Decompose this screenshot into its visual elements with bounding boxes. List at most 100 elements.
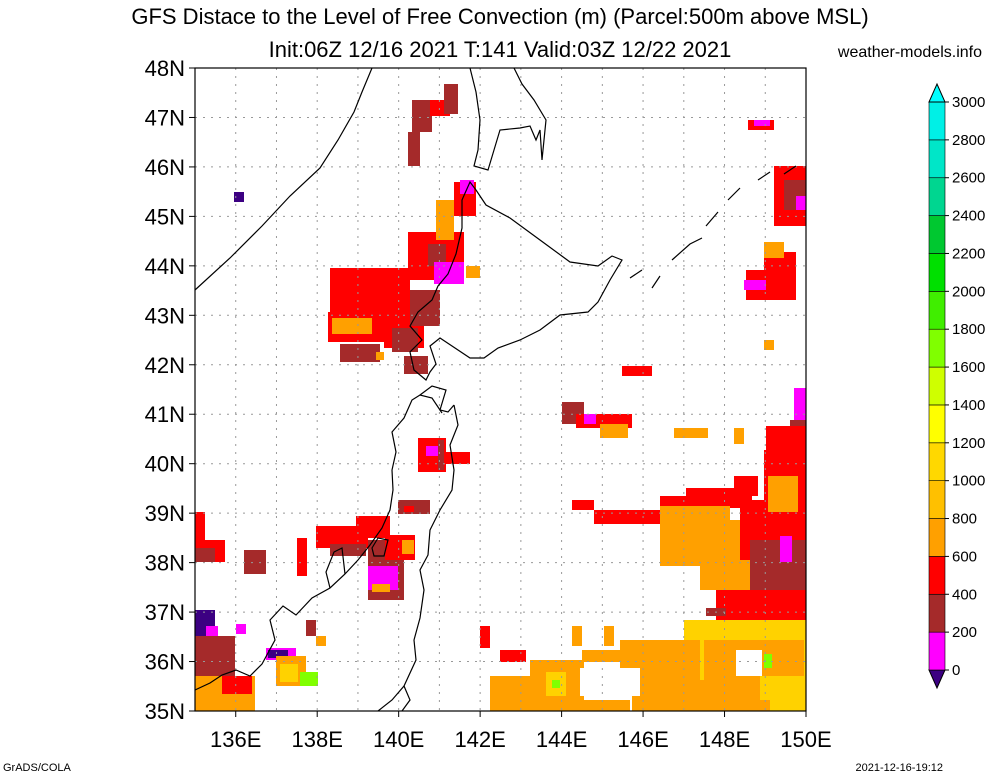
field-cell [372,584,390,592]
field-cell [222,676,252,694]
latitude-label: 42N [145,353,185,378]
colorbar-label: 0 [952,662,960,679]
field-cell [244,550,266,574]
credit-label: weather-models.info [837,44,982,61]
longitude-labels: 136E 138E 140E 142E 144E 146E 148E 150E [210,711,832,752]
field-cell [594,510,664,524]
coastline-sado [371,537,389,557]
field-cell [306,620,316,636]
longitude-label: 142E [454,727,505,752]
field-cell [426,446,438,456]
field-cell [404,356,428,374]
latitude-label: 46N [145,155,185,180]
field-cell [332,318,372,334]
colorbar-label: 3000 [952,94,985,111]
field-cell [236,624,246,634]
coastline-kurils [629,165,797,289]
longitude-label: 150E [780,727,831,752]
colorbar-min-triangle [928,669,946,690]
field-cell [764,654,772,668]
field-cell [632,680,752,711]
latitude-label: 41N [145,402,185,427]
coastline-boso [401,685,411,711]
longitude-label: 140E [373,727,424,752]
field-cell [234,192,244,202]
latitude-label: 36N [145,650,185,675]
field-cell [330,544,366,556]
field-cell [300,672,318,686]
field-cell [766,426,806,450]
colorbar-label: 1600 [952,359,985,376]
coastline-shimokita [419,385,455,413]
latitude-label: 43N [145,303,185,328]
colorbar-label: 400 [952,586,977,603]
colorbar-swatch [928,480,946,519]
field-cell [582,650,632,662]
field-cell [428,244,446,266]
field-cell [297,538,307,576]
field-cell [404,506,414,512]
colorbar-swatch [928,366,946,406]
colorbar-swatch [928,101,946,141]
software-label: GrADS/COLA [3,762,71,774]
colorbar-label: 1400 [952,397,985,414]
field-cell [412,100,432,132]
colorbar-swatch [928,556,946,595]
field-cell [500,650,526,662]
colorbar-label: 1200 [952,435,985,452]
field-cell [408,132,420,166]
field-cell [740,700,770,711]
graticule [195,68,806,711]
coastline-honshu-west [195,394,443,691]
field-cell [736,654,762,676]
field-cell [572,500,594,510]
field-cell [604,626,614,646]
field-cell [340,344,380,362]
latitude-label: 39N [145,501,185,526]
latitude-label: 35N [145,699,185,724]
chart-subtitle: Init:06Z 12/16 2021 T:141 Valid:03Z 12/2… [268,37,732,62]
latitude-label: 37N [145,600,185,625]
colorbar-max-triangle [928,82,946,103]
field-cell [444,452,470,464]
field-cell [584,414,596,424]
coastline-hokkaido [409,180,623,381]
field-cell [768,476,798,512]
longitude-label: 148E [699,727,750,752]
field-cell [622,366,652,376]
colorbar-label: 2800 [952,132,985,149]
field-cell [280,664,298,682]
coastline-layer [195,68,797,711]
colorbar-swatch [928,404,946,444]
colorbar-swatch [928,177,946,216]
colorbar-swatch [928,631,946,671]
field-cell [552,680,560,688]
field-cell [480,626,490,648]
colorbar-swatch [928,291,946,330]
field-cell [780,536,792,562]
field-cell [402,540,414,554]
field-cell [796,196,806,210]
field-cell [356,516,390,538]
chart-title: GFS Distace to the Level of Free Convect… [131,4,869,29]
field-cell [206,626,218,636]
latitude-label: 40N [145,452,185,477]
colorbar-swatch [928,593,946,633]
coastline-noto [325,547,346,589]
latitude-label: 38N [145,551,185,576]
colorbar-swatch [928,253,946,292]
coastline-primorye [195,68,373,291]
plot-frame [194,67,807,712]
latitude-label: 48N [145,56,185,81]
colorbar-swatch [928,215,946,254]
colorbar-swatch [928,139,946,179]
field-cell [744,280,766,290]
colorbar-swatch [928,518,946,557]
colorbar-label: 1000 [952,473,985,490]
field-cell [600,424,628,438]
latitude-label: 44N [145,254,185,279]
latitude-labels: 35N 36N 37N 38N 39N 40N 41N 42N 43N 44N 45N 46N 47N 4… [145,56,195,724]
field-cell [436,200,454,240]
coastline-honshu-east [377,404,459,711]
